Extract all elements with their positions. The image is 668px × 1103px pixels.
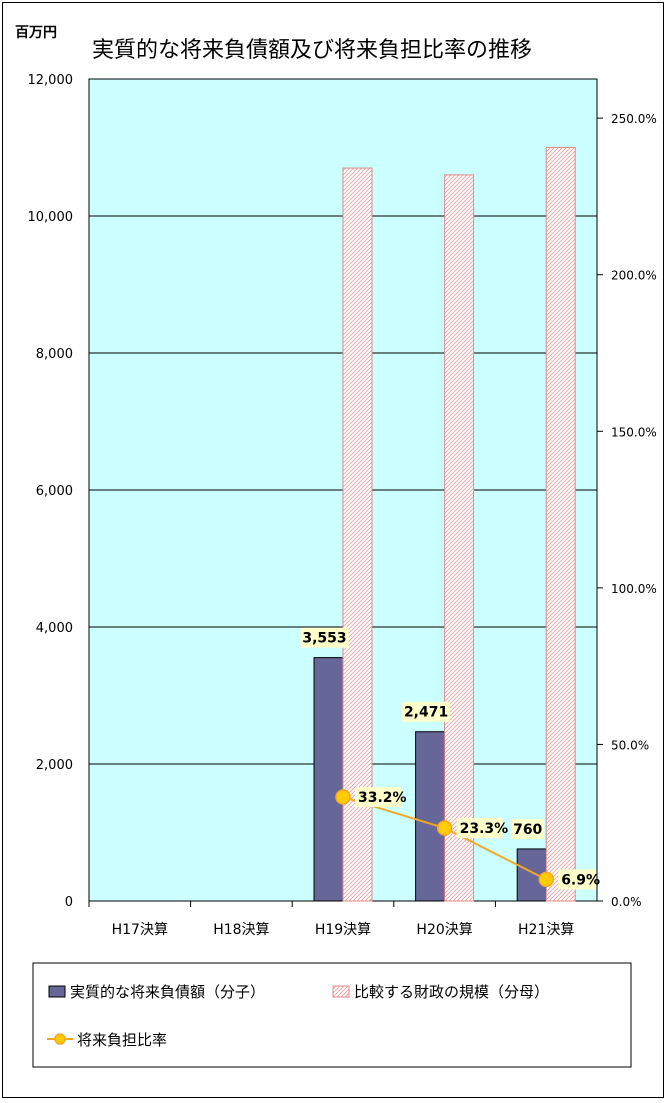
- legend-group: 実質的な将来負債額（分子） 比較する財政の規模（分母） 将来負担比率: [32, 962, 632, 1068]
- bar-numerator: [313, 657, 344, 902]
- bar-value-label: 3,553: [302, 631, 346, 647]
- y-right-tick-label: 150.0%: [611, 425, 657, 439]
- bar-denominator: [545, 147, 576, 902]
- x-tick-label: H19決算: [315, 922, 371, 938]
- x-tick-label: H20決算: [416, 922, 472, 938]
- y-left-tick-label: 10,000: [28, 210, 74, 225]
- bars: [313, 147, 576, 902]
- y-right-tick-label: 200.0%: [611, 269, 657, 283]
- legend-swatch-numerator: [48, 985, 66, 998]
- ratio-label-bg: [456, 818, 503, 839]
- legend-label-denominator: 比較する財政の規模（分母）: [354, 983, 549, 1001]
- bar-denominator: [342, 167, 373, 902]
- x-tick-label: H18決算: [213, 922, 269, 938]
- y-axis-left: 0 2,000 4,000 6,000 8,000 10,000 12,000: [28, 73, 74, 910]
- y-left-tick-label: 12,000: [28, 73, 74, 88]
- y-right-tick-label: 250.0%: [611, 112, 657, 126]
- data-labels: 3,553 2,471 760 33.2% 23.3% 6.9%: [300, 627, 600, 890]
- unit-label: 百万円: [15, 25, 57, 41]
- ratio-label-bg: [355, 787, 401, 808]
- y-left-tick-label: 2,000: [36, 758, 73, 773]
- ratio-value-label: 33.2%: [358, 790, 407, 806]
- legend-swatch-denominator: [332, 985, 350, 998]
- y-left-tick-label: 8,000: [36, 347, 73, 362]
- x-tick-label: H21決算: [518, 922, 574, 938]
- chart-svg: 百万円 実質的な将来負債額及び将来負担比率の推移 0 2,000 4,000 6,00…: [15, 25, 657, 1068]
- bar-numerator: [415, 731, 446, 902]
- bar-denominator: [444, 174, 475, 902]
- ratio-value-label: 6.9%: [561, 872, 600, 888]
- bar-label-bg: [511, 818, 544, 839]
- ratio-line: [335, 789, 554, 888]
- x-axis: H17決算 H18決算 H19決算 H20決算 H21決算: [88, 901, 574, 938]
- bar-value-label: 2,471: [404, 705, 448, 721]
- ratio-point: [335, 789, 351, 805]
- y-right-tick-label: 50.0%: [611, 738, 649, 752]
- ratio-value-label: 23.3%: [460, 821, 509, 837]
- bar-value-label: 760: [513, 822, 542, 838]
- chart-title: 実質的な将来負債額及び将来負担比率の推移: [92, 38, 532, 63]
- ratio-label-bg: [558, 869, 597, 890]
- ratio-point: [538, 871, 554, 888]
- legend-border: [32, 962, 632, 1068]
- x-tick-label: H17決算: [112, 922, 168, 938]
- y-left-tick-label: 6,000: [36, 484, 73, 499]
- legend-label-ratio: 将来負担比率: [77, 1031, 167, 1049]
- y-right-tick-label: 0.0%: [611, 895, 642, 909]
- bar-label-bg: [402, 701, 451, 722]
- y-axis-right: 0.0% 50.0% 100.0% 150.0% 200.0% 250.0%: [597, 112, 657, 909]
- y-left-tick-label: 0: [65, 895, 73, 910]
- legend-marker-ratio: [54, 1033, 66, 1045]
- ratio-point: [436, 820, 453, 836]
- y-right-tick-label: 100.0%: [611, 582, 657, 596]
- bar-label-bg: [300, 627, 349, 648]
- legend-label-numerator: 実質的な将来負債額（分子）: [70, 983, 265, 1001]
- y-left-tick-label: 4,000: [36, 621, 73, 636]
